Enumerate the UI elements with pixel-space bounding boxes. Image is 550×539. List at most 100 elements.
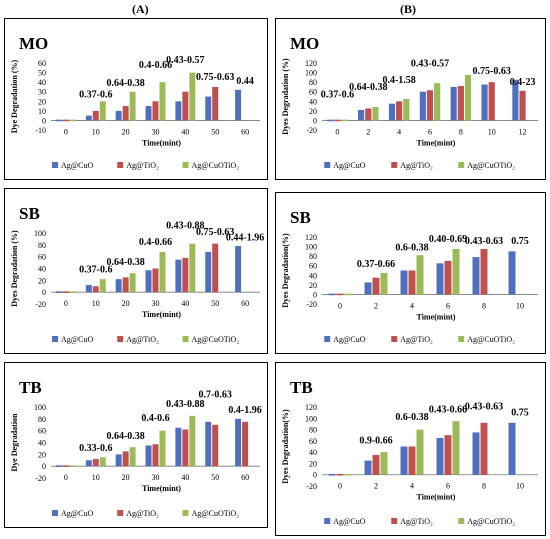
y-axis-label: Dyes Degradation (%) <box>281 58 290 135</box>
y-tick-label: -20 <box>306 482 317 491</box>
bar-ag-tio-2 <box>372 277 380 295</box>
data-label: 0.4-23 <box>510 77 536 88</box>
data-label: 0.4-0.66 <box>139 60 172 71</box>
bar-ag-tio-50 <box>212 86 219 121</box>
data-label: 0.4-0.6 <box>141 413 169 424</box>
y-tick-label: 20 <box>309 281 317 290</box>
bar-ag-cuotio-0 <box>69 465 76 467</box>
y-tick-label: -20 <box>35 474 46 483</box>
bar-ag-cuo-50 <box>205 421 212 467</box>
y-tick-label: 80 <box>38 241 46 250</box>
legend-label-ag-cuo: Ag@CuO <box>333 335 365 344</box>
x-tick-label: 0 <box>338 301 342 310</box>
x-tick-label: 0 <box>335 127 339 136</box>
data-label: 0.4-1.58 <box>382 75 415 86</box>
y-tick-label: 60 <box>38 427 46 436</box>
bar-ag-cuo-4 <box>400 270 408 295</box>
data-label: 0.75-0.63 <box>196 72 234 83</box>
data-label: 0.6-0.38 <box>395 242 428 253</box>
x-tick-label: 12 <box>519 127 527 136</box>
data-label: 0.40-0.69 <box>429 234 467 245</box>
x-tick-label: 2 <box>366 127 370 136</box>
legend-label-ag-cuo: Ag@CuO <box>61 509 93 518</box>
legend-swatch-ag-cuo <box>51 336 58 342</box>
legend-label-ag-cuotio: Ag@CuOTiO₂ <box>467 517 515 526</box>
y-tick-label: 20 <box>38 276 46 285</box>
chart-title: TB <box>19 378 42 397</box>
legend-swatch-ag-tio <box>117 510 124 516</box>
legend-label-ag-cuotio: Ag@CuOTiO₂ <box>191 161 239 170</box>
y-tick-label: 40 <box>309 97 317 106</box>
x-tick-label: 0 <box>338 482 342 491</box>
x-tick-label: 40 <box>181 473 189 482</box>
bar-ag-cuo-40 <box>175 259 182 293</box>
y-tick-label: 40 <box>38 439 46 448</box>
legend-swatch-ag-cuotio <box>182 162 189 168</box>
data-label: 0.4-0.66 <box>139 237 172 248</box>
chart-title: MO <box>290 34 319 53</box>
x-axis-label: Time(mint) <box>417 493 456 502</box>
data-label: 0.7-0.63 <box>199 390 232 401</box>
legend-swatch-ag-cuotio <box>458 162 465 168</box>
bar-ag-cuo-30 <box>145 270 152 293</box>
legend-label-ag-cuo: Ag@CuO <box>333 517 365 526</box>
bar-ag-tio-50 <box>212 243 219 293</box>
bar-ag-cuotio-10 <box>99 279 106 293</box>
x-tick-label: 4 <box>410 482 414 491</box>
y-tick-label: 0 <box>313 290 317 299</box>
bar-ag-cuotio-30 <box>159 430 166 467</box>
y-tick-label: 60 <box>309 262 317 271</box>
bar-ag-tio-40 <box>182 257 189 293</box>
chart-panel-b-mo: MO -20 0 20 40 60 80 100 120 0 2 4 6 8 10 12 0.37-0.6 0.6… <box>275 18 546 180</box>
bar-ag-tio-6 <box>426 90 434 121</box>
bar-ag-tio-10 <box>92 286 99 293</box>
data-label: 0.64-0.38 <box>106 431 144 442</box>
bar-ag-tio-20 <box>122 106 129 121</box>
x-tick-label: 0 <box>64 473 68 482</box>
x-axis-label: Time(mint) <box>417 138 456 147</box>
bar-ag-cuotio-0 <box>344 293 352 296</box>
y-tick-label: 40 <box>38 78 46 87</box>
bar-ag-cuotio-40 <box>189 72 196 121</box>
x-tick-label: 50 <box>211 127 219 136</box>
data-label: 0.37-0.6 <box>321 89 354 100</box>
x-tick-label: 60 <box>241 127 249 136</box>
y-tick-label: 120 <box>305 403 317 412</box>
bar-ag-cuotio-6 <box>452 421 460 475</box>
bar-ag-cuo-2 <box>364 282 372 295</box>
legend-swatch-ag-cuo <box>324 518 331 524</box>
legend-swatch-ag-tio <box>391 518 398 524</box>
bar-ag-cuo-60 <box>235 246 242 293</box>
bar-ag-cuo-0 <box>55 291 62 293</box>
bar-ag-cuo-0 <box>55 465 62 467</box>
bar-ag-cuotio-30 <box>159 82 166 121</box>
data-label: 0.75-0.63 <box>473 66 511 77</box>
bar-ag-cuo-4 <box>388 103 396 121</box>
y-tick-label: 60 <box>309 437 317 446</box>
column-label-a: (A) <box>132 2 149 16</box>
data-label: 0.37-0.6 <box>79 265 112 276</box>
bar-ag-tio-60 <box>242 421 249 467</box>
chart-title: TB <box>290 378 313 397</box>
chart-title: MO <box>19 34 48 53</box>
data-label: 0.4-1.96 <box>228 405 261 416</box>
data-label: 0.6-0.38 <box>395 412 428 423</box>
bar-ag-cuo-10 <box>85 460 92 467</box>
bar-ag-cuotio-6 <box>452 248 460 295</box>
legend-swatch-ag-cuo <box>51 510 58 516</box>
bar-ag-cuo-20 <box>115 279 122 293</box>
data-label: 0.37-0.6 <box>79 89 112 100</box>
x-tick-label: 30 <box>152 473 160 482</box>
y-tick-label: 50 <box>38 69 46 78</box>
chart-panel-a-tb: TB -20 0 20 40 60 80 100 0 10 20 30 40 50 60 0.33-0.6 0.… <box>4 362 268 528</box>
legend-swatch-ag-cuotio <box>182 510 189 516</box>
x-axis-label: Time(mint) <box>417 312 456 321</box>
x-tick-label: 6 <box>446 482 450 491</box>
legend-label-ag-cuotio: Ag@CuOTiO₂ <box>191 509 239 518</box>
legend-label-ag-cuotio: Ag@CuOTiO₂ <box>467 335 515 344</box>
bar-ag-cuotio-40 <box>189 415 196 467</box>
bar-ag-cuotio-20 <box>129 91 136 121</box>
